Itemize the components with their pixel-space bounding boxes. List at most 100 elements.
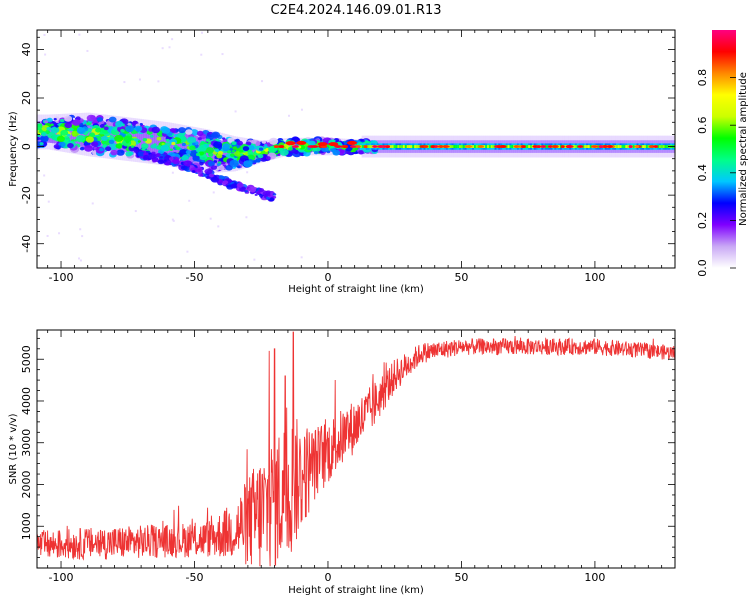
heatmap-blob (105, 146, 112, 152)
heatmap-cell (627, 145, 630, 149)
heatmap-blob (218, 165, 225, 171)
heatmap-cell (642, 145, 645, 149)
spectrogram-x-tick-label: 50 (454, 271, 468, 284)
heatmap-blob (236, 165, 241, 169)
heatmap-blob (208, 173, 214, 178)
heatmap-cell (414, 145, 417, 149)
heatmap-blob (130, 145, 135, 148)
heatmap-blob (142, 137, 147, 142)
snr-y-tick-label: 1000 (20, 512, 33, 540)
heatmap-blob (195, 152, 201, 157)
heatmap-blob (358, 150, 364, 155)
heatmap-blob (231, 149, 236, 153)
heatmap-blob (182, 166, 186, 169)
heatmap-cell (619, 145, 622, 149)
snr-frame (36, 329, 676, 569)
heatmap-hotspot (590, 145, 599, 148)
heatmap-blob (256, 141, 261, 146)
heatmap-cell (644, 145, 647, 149)
spectrogram-panel: -100 -50 0 50 100 -40 -20 0 20 40 Height of strai… (8, 29, 676, 295)
heatmap-cell (662, 145, 665, 149)
spectrogram-x-axis-title: Height of straight line (km) (288, 284, 424, 295)
heatmap-hotspot (532, 145, 538, 148)
heatmap-blob (166, 160, 172, 165)
heatmap-cell (141, 127, 145, 155)
heatmap-hotspot (372, 145, 378, 148)
heatmap-blob (268, 137, 279, 145)
heatmap-blob (198, 173, 204, 177)
heatmap-cell (658, 145, 662, 149)
heatmap-blob (148, 153, 157, 160)
heatmap-blob (175, 146, 181, 150)
heatmap-hotspot (291, 145, 299, 148)
heatmap-cell (621, 145, 624, 149)
heatmap-blob (192, 142, 196, 146)
heatmap-cell (367, 145, 370, 149)
heatmap-blob (225, 164, 233, 171)
heatmap-blob (226, 150, 232, 154)
heatmap-cell (393, 145, 396, 149)
heatmap-cell (488, 145, 492, 149)
heatmap-hotspot (311, 145, 319, 148)
heatmap-speck (78, 33, 81, 36)
heatmap-blob (157, 159, 165, 165)
heatmap-hotspot (349, 145, 356, 148)
heatmap-speck (288, 114, 291, 117)
heatmap-speck (157, 80, 160, 83)
heatmap-speck (123, 81, 126, 84)
heatmap-blob (239, 153, 244, 156)
heatmap-blob (181, 142, 186, 147)
heatmap-blob (253, 159, 257, 163)
heatmap-blob (257, 154, 264, 159)
colorbar-tick-label: 0.2 (696, 212, 709, 230)
heatmap-cell (399, 145, 402, 149)
heatmap-speck (188, 199, 191, 202)
heatmap-hotspot (423, 145, 429, 148)
heatmap-blob (197, 137, 202, 141)
heatmap-cell (528, 145, 531, 149)
heatmap-hotspot (499, 145, 506, 148)
heatmap-blob (89, 132, 96, 138)
heatmap-hotspot (273, 145, 279, 148)
heatmap-hotspot (437, 145, 445, 148)
heatmap-blob (332, 149, 341, 156)
heatmap-hotspot (385, 145, 391, 148)
heatmap-blob (277, 153, 281, 157)
heatmap-blob (40, 135, 49, 142)
heatmap-cell (455, 145, 458, 149)
heatmap-speck (171, 218, 174, 221)
heatmap-speck (81, 235, 84, 238)
heatmap-blob (205, 138, 211, 142)
heatmap-blob (267, 194, 271, 197)
heatmap-cell (487, 145, 490, 149)
heatmap-blob (181, 155, 189, 161)
heatmap-hotspot (598, 145, 604, 148)
heatmap-blob (254, 193, 258, 196)
heatmap-cell (666, 145, 669, 149)
heatmap-blob (86, 114, 96, 122)
heatmap-blob (171, 141, 176, 146)
heatmap-speck (79, 259, 82, 262)
heatmap-cell (472, 145, 475, 149)
heatmap-blob (204, 168, 213, 175)
heatmap-hotspot (334, 145, 342, 148)
heatmap-blob (183, 160, 192, 167)
heatmap-cell (511, 145, 514, 149)
colorbar: 0.0 0.2 0.4 0.6 0.8 Normalized spectral ampl… (696, 30, 749, 277)
heatmap-cell (395, 145, 398, 149)
heatmap-blob (102, 144, 108, 149)
heatmap-cell (475, 145, 478, 149)
heatmap-blob (251, 139, 257, 144)
heatmap-blob (214, 148, 220, 152)
heatmap-speck (209, 217, 212, 220)
heatmap-blob (76, 127, 86, 135)
heatmap-cell (623, 145, 626, 149)
heatmap-blob (191, 170, 196, 173)
heatmap-blob (236, 140, 243, 146)
snr-x-tick-label: 100 (584, 571, 605, 584)
snr-x-tick-label: -100 (49, 571, 74, 584)
heatmap-blob (178, 127, 186, 134)
heatmap-blob (159, 156, 164, 159)
heatmap-blob (216, 153, 223, 159)
